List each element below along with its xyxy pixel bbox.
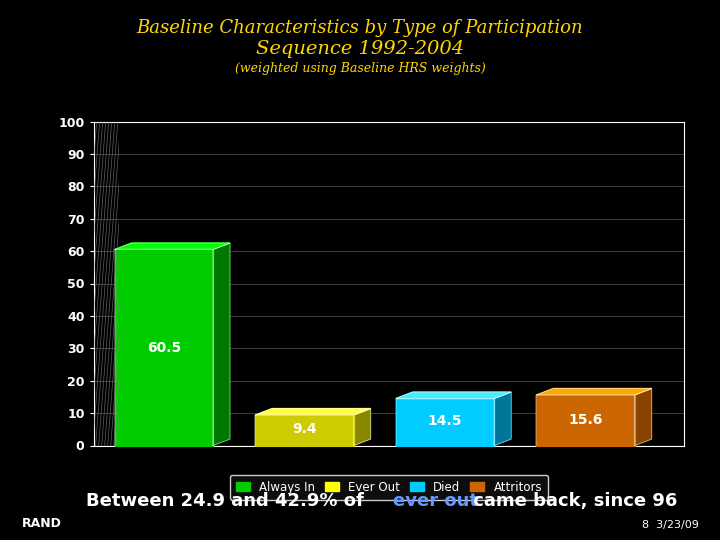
Polygon shape xyxy=(354,409,371,446)
Text: ever out: ever out xyxy=(393,492,478,510)
Polygon shape xyxy=(256,409,371,415)
Polygon shape xyxy=(536,388,652,395)
Polygon shape xyxy=(396,392,511,399)
Text: 8  3/23/09: 8 3/23/09 xyxy=(642,520,698,530)
Polygon shape xyxy=(494,392,511,445)
Text: (weighted using Baseline HRS weights): (weighted using Baseline HRS weights) xyxy=(235,62,485,75)
Polygon shape xyxy=(635,388,652,446)
Text: 9.4: 9.4 xyxy=(292,422,317,436)
Legend: Always In, Ever Out, Died, Attritors: Always In, Ever Out, Died, Attritors xyxy=(230,475,548,500)
Text: Between 24.9 and 42.9% of: Between 24.9 and 42.9% of xyxy=(86,492,371,510)
Polygon shape xyxy=(213,243,230,446)
Text: Baseline Characteristics by Type of Participation: Baseline Characteristics by Type of Part… xyxy=(137,19,583,37)
Text: RAND: RAND xyxy=(22,517,61,530)
Text: 14.5: 14.5 xyxy=(428,414,462,428)
Text: 15.6: 15.6 xyxy=(568,413,603,427)
Polygon shape xyxy=(114,243,230,249)
Text: 60.5: 60.5 xyxy=(147,341,181,355)
Text: came back, since 96: came back, since 96 xyxy=(467,492,677,510)
Text: Sequence 1992-2004: Sequence 1992-2004 xyxy=(256,40,464,58)
